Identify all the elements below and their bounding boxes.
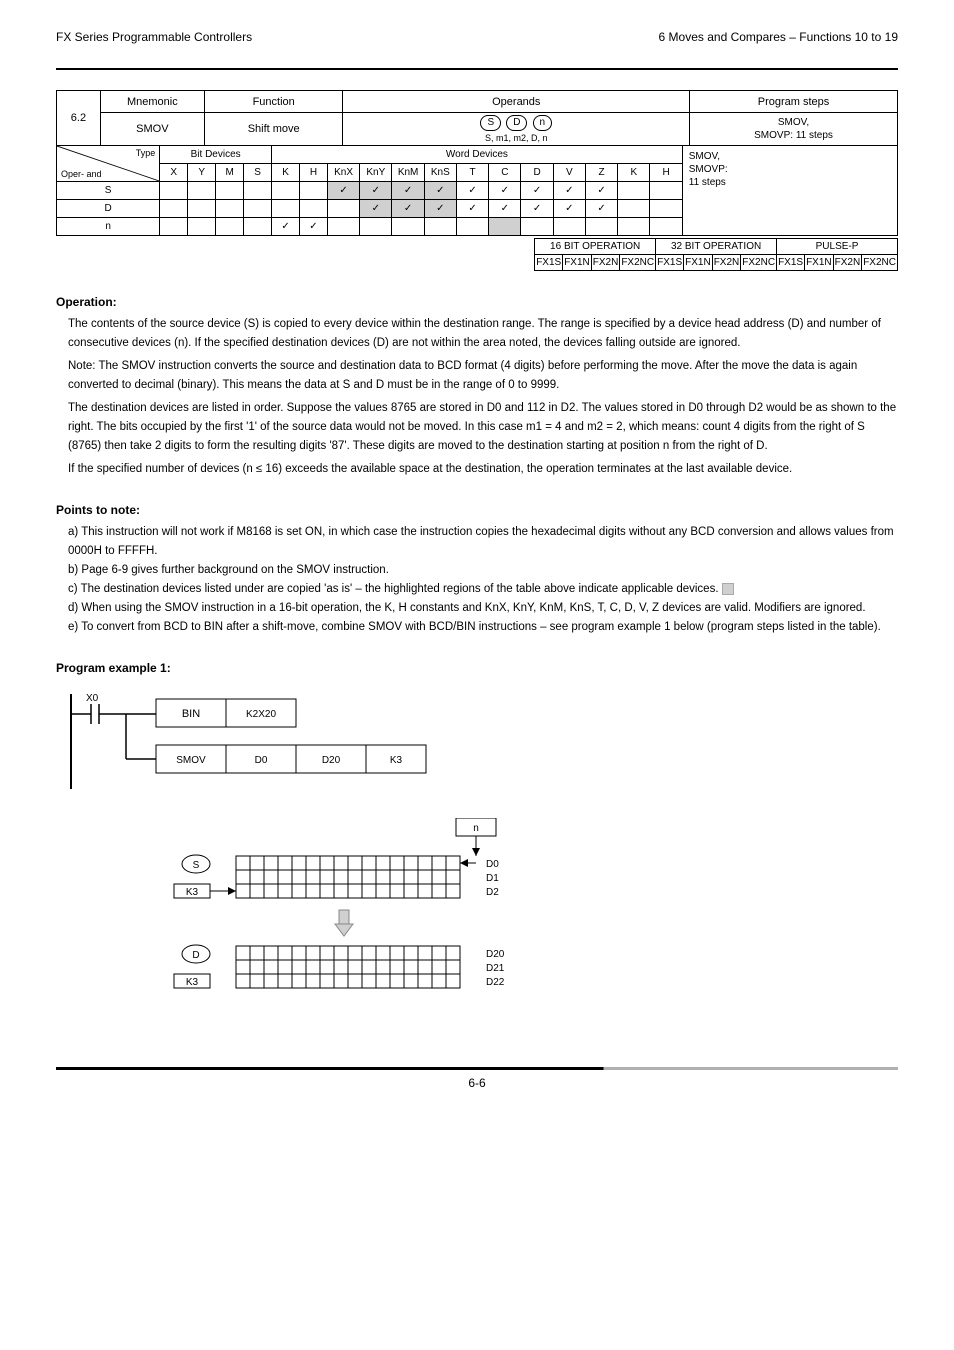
steps-content: SMOV, SMOVP: 11 steps bbox=[690, 113, 898, 146]
footer-rule bbox=[56, 1067, 898, 1070]
svg-text:D21: D21 bbox=[486, 963, 505, 974]
ladder-diagram: X0 BIN K2X20 SMOV D0 D20 K3 bbox=[56, 689, 436, 799]
corner-cell: Type Oper- and bbox=[57, 146, 160, 182]
bit-header: Bit Devices bbox=[160, 146, 272, 164]
svg-text:D0: D0 bbox=[486, 859, 499, 870]
points-list: a) This instruction will not work if M81… bbox=[68, 523, 898, 637]
svg-text:K2X20: K2X20 bbox=[246, 709, 276, 720]
operand-d: D bbox=[506, 115, 527, 131]
svg-text:K3: K3 bbox=[186, 977, 199, 988]
svg-text:S: S bbox=[193, 860, 200, 871]
operation-para-3: If the specified number of devices (n ≤ … bbox=[68, 460, 898, 479]
bit-diagram: n S bbox=[136, 818, 636, 1038]
example-heading: Program example 1: bbox=[56, 661, 898, 675]
operands-header: Operands bbox=[343, 91, 690, 113]
svg-text:n: n bbox=[473, 823, 479, 834]
mnemonic-box: 6.2 Mnemonic Function Operands Program s… bbox=[56, 90, 898, 146]
section-num: 6.2 bbox=[57, 91, 101, 146]
operation-para-2: The destination devices are listed in or… bbox=[68, 399, 898, 456]
operation-heading: Operation: bbox=[56, 295, 898, 309]
devices-table: Type Oper- and Bit Devices Word Devices … bbox=[56, 145, 898, 236]
function: Shift move bbox=[204, 113, 343, 146]
header-left: 6 Moves and Compares – Functions 10 to 1… bbox=[659, 30, 898, 44]
svg-text:D0: D0 bbox=[255, 755, 268, 766]
function-label: Function bbox=[204, 91, 343, 113]
word-header: Word Devices bbox=[272, 146, 683, 164]
svg-text:D: D bbox=[192, 950, 199, 961]
svg-text:K3: K3 bbox=[186, 887, 199, 898]
operand-s: S bbox=[480, 115, 501, 131]
svg-text:D2: D2 bbox=[486, 887, 499, 898]
other-cell: SMOV, SMOVP: 11 steps bbox=[682, 146, 897, 236]
operands-pills: S D n S, m1, m2, D, n bbox=[343, 113, 690, 146]
svg-text:BIN: BIN bbox=[182, 708, 200, 720]
svg-text:SMOV: SMOV bbox=[176, 755, 206, 766]
gray-box-icon bbox=[722, 583, 734, 595]
svg-text:D1: D1 bbox=[486, 873, 499, 884]
mnemonic: SMOV bbox=[100, 113, 204, 146]
svg-text:D22: D22 bbox=[486, 977, 505, 988]
svg-text:D20: D20 bbox=[486, 949, 505, 960]
operand-n: n bbox=[533, 115, 553, 131]
mnemonic-label: Mnemonic bbox=[100, 91, 204, 113]
top-rule bbox=[56, 68, 898, 70]
points-heading: Points to note: bbox=[56, 503, 898, 517]
steps-header: Program steps bbox=[690, 91, 898, 113]
contact-label: X0 bbox=[86, 693, 99, 704]
op-strip: 16 BIT OPERATION 32 BIT OPERATION PULSE-… bbox=[56, 238, 898, 271]
svg-text:D20: D20 bbox=[322, 755, 341, 766]
operation-para-0: The contents of the source device (S) is… bbox=[68, 315, 898, 353]
operands-footer: S, m1, m2, D, n bbox=[346, 133, 686, 143]
page-number: 6-6 bbox=[56, 1076, 898, 1090]
svg-text:K3: K3 bbox=[390, 755, 403, 766]
header-right: FX Series Programmable Controllers bbox=[56, 30, 252, 44]
operation-para-1: Note: The SMOV instruction converts the … bbox=[68, 357, 898, 395]
